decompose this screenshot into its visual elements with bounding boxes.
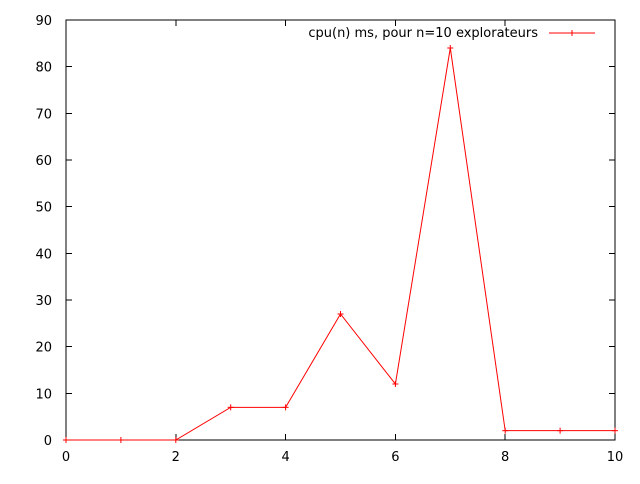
legend-label: cpu(n) ms, pour n=10 explorateurs <box>308 26 538 41</box>
data-point <box>557 427 564 434</box>
series-line <box>66 47 615 441</box>
y-tick-label: 50 <box>35 201 52 216</box>
data-point <box>172 437 179 443</box>
x-tick-label: 4 <box>281 450 289 465</box>
x-tick-label: 10 <box>607 450 624 465</box>
x-tick-label: 8 <box>501 450 509 465</box>
data-point <box>63 437 69 443</box>
y-tick-label: 80 <box>35 61 52 76</box>
legend: cpu(n) ms, pour n=10 explorateurs <box>308 26 595 41</box>
y-tick-label: 40 <box>35 247 52 262</box>
data-point <box>612 427 618 434</box>
data-point <box>117 437 124 443</box>
data-point <box>502 427 509 434</box>
y-tick-label: 90 <box>35 14 52 29</box>
data-point <box>447 45 454 51</box>
y-tick-label: 20 <box>35 341 52 356</box>
data-point <box>392 381 399 387</box>
y-tick-label: 70 <box>35 107 52 122</box>
x-tick-label: 0 <box>62 450 70 465</box>
y-tick-label: 0 <box>44 434 52 449</box>
axes: 0 2 4 6 8 10 0 10 20 30 40 50 60 70 80 90 <box>35 14 623 465</box>
plot-frame <box>65 19 616 441</box>
data-point <box>337 311 344 317</box>
y-tick-label: 60 <box>35 154 52 169</box>
y-tick-label: 30 <box>35 294 52 309</box>
x-tick-label: 6 <box>391 450 399 465</box>
series-layer <box>63 45 618 443</box>
data-point <box>282 404 289 411</box>
x-tick-label: 2 <box>172 450 180 465</box>
data-point <box>227 404 234 411</box>
y-tick-label: 10 <box>35 387 52 402</box>
